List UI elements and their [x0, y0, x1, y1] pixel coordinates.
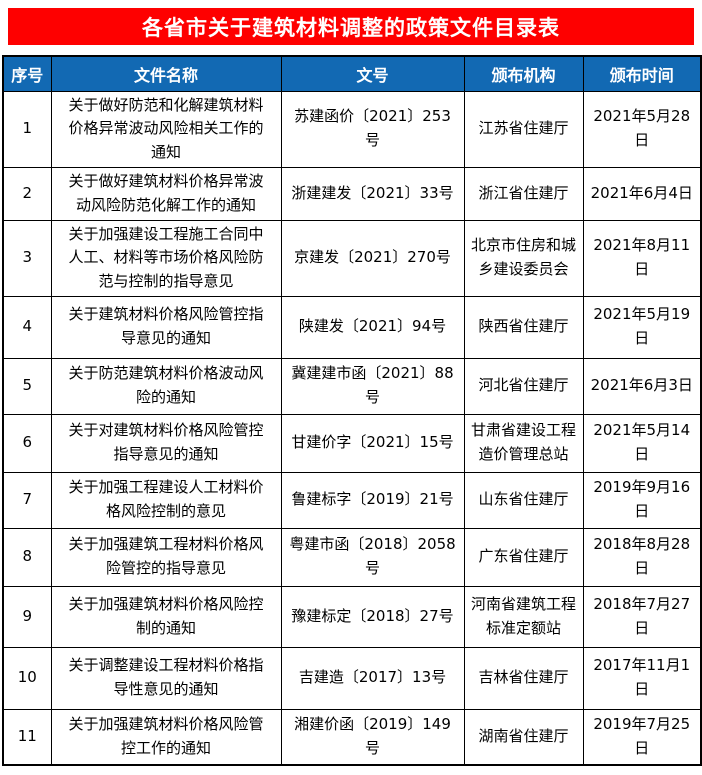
table-row: 2 关于做好建筑材料价格异常波 动风险防范化解工作的通知 浙建建发〔2021〕3…	[2, 166, 702, 221]
agency-cell: 吉林省住建厅	[463, 646, 584, 710]
table-row: 4 关于建筑材料价格风险管控指 导意见的通知 陕建发〔2021〕94号 陕西省住…	[2, 295, 702, 359]
table-row: 5 关于防范建筑材料价格波动风 险的通知 冀建建市函〔2021〕88号 河北省住…	[2, 357, 702, 415]
file-name-cell: 关于建筑材料价格风险管控指 导意见的通知	[50, 295, 282, 359]
header-issue-date: 颁布时间	[582, 55, 702, 92]
table-row: 8 关于加强建筑工程材料价格风 险管控的指导意见 粤建市函〔2018〕2058 …	[2, 527, 702, 587]
title-bar: 各省市关于建筑材料调整的政策文件目录表	[8, 8, 694, 45]
issue-date-cell: 2021年5月14日	[582, 413, 702, 473]
doc-number-cell: 京建发〔2021〕270号	[280, 219, 465, 297]
table-row: 7 关于加强工程建设人工材料价 格风险控制的意见 鲁建标字〔2019〕21号 山…	[2, 471, 702, 529]
serial-cell: 11	[2, 708, 52, 766]
serial-cell: 5	[2, 357, 52, 415]
doc-number-cell: 豫建标定〔2018〕27号	[280, 585, 465, 648]
page-title: 各省市关于建筑材料调整的政策文件目录表	[142, 15, 560, 40]
issue-date-cell: 2021年5月19日	[582, 295, 702, 359]
issue-date-cell: 2018年7月27日	[582, 585, 702, 648]
doc-number-cell: 浙建建发〔2021〕33号	[280, 166, 465, 221]
doc-number-cell: 苏建函价〔2021〕253号	[280, 90, 465, 168]
serial-cell: 6	[2, 413, 52, 473]
file-name-cell: 关于加强建筑工程材料价格风 险管控的指导意见	[50, 527, 282, 587]
issue-date-cell: 2019年7月25日	[582, 708, 702, 766]
table-row: 1 关于做好防范和化解建筑材料 价格异常波动风险相关工作的 通知 苏建函价〔20…	[2, 90, 702, 168]
agency-cell: 山东省住建厅	[463, 471, 584, 529]
serial-cell: 2	[2, 166, 52, 221]
header-file-name: 文件名称	[50, 55, 282, 92]
file-name-cell: 关于做好防范和化解建筑材料 价格异常波动风险相关工作的 通知	[50, 90, 282, 168]
file-name-cell: 关于防范建筑材料价格波动风 险的通知	[50, 357, 282, 415]
file-name-cell: 关于对建筑材料价格风险管控 指导意见的通知	[50, 413, 282, 473]
issue-date-cell: 2021年6月3日	[582, 357, 702, 415]
agency-cell: 陕西省住建厅	[463, 295, 584, 359]
doc-number-cell: 粤建市函〔2018〕2058 号	[280, 527, 465, 587]
table-row: 9 关于加强建筑材料价格风险控 制的通知 豫建标定〔2018〕27号 河南省建筑…	[2, 585, 702, 648]
file-name-cell: 关于调整建设工程材料价格指 导性意见的通知	[50, 646, 282, 710]
agency-cell: 江苏省住建厅	[463, 90, 584, 168]
doc-number-cell: 湘建价函〔2019〕149号	[280, 708, 465, 766]
table-row: 6 关于对建筑材料价格风险管控 指导意见的通知 甘建价字〔2021〕15号 甘肃…	[2, 413, 702, 473]
serial-cell: 8	[2, 527, 52, 587]
serial-cell: 9	[2, 585, 52, 648]
doc-number-cell: 甘建价字〔2021〕15号	[280, 413, 465, 473]
serial-cell: 1	[2, 90, 52, 168]
table-row: 3 关于加强建设工程施工合同中 人工、材料等市场价格风险防 范与控制的指导意见 …	[2, 219, 702, 297]
issue-date-cell: 2021年5月28日	[582, 90, 702, 168]
agency-cell: 湖南省住建厅	[463, 708, 584, 766]
file-name-cell: 关于加强建设工程施工合同中 人工、材料等市场价格风险防 范与控制的指导意见	[50, 219, 282, 297]
serial-cell: 4	[2, 295, 52, 359]
doc-number-cell: 陕建发〔2021〕94号	[280, 295, 465, 359]
doc-number-cell: 冀建建市函〔2021〕88号	[280, 357, 465, 415]
agency-cell: 浙江省住建厅	[463, 166, 584, 221]
issue-date-cell: 2018年8月28日	[582, 527, 702, 587]
serial-cell: 7	[2, 471, 52, 529]
agency-cell: 广东省住建厅	[463, 527, 584, 587]
agency-cell: 北京市住房和城 乡建设委员会	[463, 219, 584, 297]
table-row: 11 关于加强建筑材料价格风险管 控工作的通知 湘建价函〔2019〕149号 湖…	[2, 708, 702, 766]
agency-cell: 河北省住建厅	[463, 357, 584, 415]
header-agency: 颁布机构	[463, 55, 584, 92]
issue-date-cell: 2017年11月1日	[582, 646, 702, 710]
table-row: 10 关于调整建设工程材料价格指 导性意见的通知 吉建造〔2017〕13号 吉林…	[2, 646, 702, 710]
issue-date-cell: 2021年6月4日	[582, 166, 702, 221]
file-name-cell: 关于加强建筑材料价格风险管 控工作的通知	[50, 708, 282, 766]
file-name-cell: 关于加强建筑材料价格风险控 制的通知	[50, 585, 282, 648]
table-header-row: 序号 文件名称 文号 颁布机构 颁布时间	[2, 55, 702, 92]
agency-cell: 甘肃省建设工程 造价管理总站	[463, 413, 584, 473]
agency-cell: 河南省建筑工程 标准定额站	[463, 585, 584, 648]
serial-cell: 3	[2, 219, 52, 297]
header-doc-number: 文号	[280, 55, 465, 92]
doc-number-cell: 鲁建标字〔2019〕21号	[280, 471, 465, 529]
header-serial: 序号	[2, 55, 52, 92]
issue-date-cell: 2021年8月11日	[582, 219, 702, 297]
serial-cell: 10	[2, 646, 52, 710]
issue-date-cell: 2019年9月16日	[582, 471, 702, 529]
doc-number-cell: 吉建造〔2017〕13号	[280, 646, 465, 710]
policy-table: 序号 文件名称 文号 颁布机构 颁布时间 1 关于做好防范和化解建筑材料 价格异…	[2, 55, 702, 767]
file-name-cell: 关于加强工程建设人工材料价 格风险控制的意见	[50, 471, 282, 529]
file-name-cell: 关于做好建筑材料价格异常波 动风险防范化解工作的通知	[50, 166, 282, 221]
